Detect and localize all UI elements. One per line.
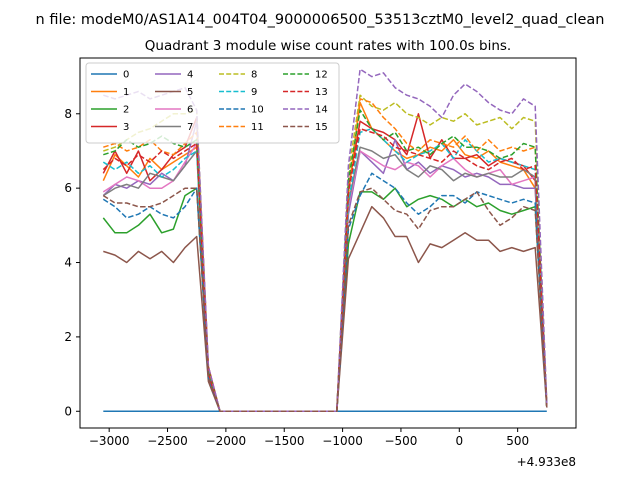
series-line-7	[102, 146, 548, 413]
legend-label-7: 7	[187, 122, 193, 133]
plot-frame	[79, 57, 577, 429]
legend-label-11: 11	[251, 122, 264, 133]
series-line-3	[102, 113, 548, 413]
x-tick-label: −1000	[322, 434, 363, 448]
series-line-9	[102, 127, 548, 413]
legend-label-9: 9	[251, 87, 257, 98]
legend-label-10: 10	[251, 105, 264, 116]
legend-label-4: 4	[187, 70, 193, 81]
y-tick-label: 4	[64, 256, 72, 270]
series-line-6	[102, 142, 548, 413]
chart-title: Quadrant 3 module wise count rates with …	[145, 38, 511, 54]
x-tick-label: −500	[384, 434, 417, 448]
x-tick-label: −2500	[147, 434, 188, 448]
legend-label-12: 12	[315, 70, 328, 81]
x-tick-label: −1500	[264, 434, 305, 448]
x-tick-label: 0	[455, 434, 463, 448]
legend-label-0: 0	[123, 70, 129, 81]
series-line-11	[103, 98, 548, 413]
legend-label-13: 13	[315, 87, 328, 98]
y-tick-label: 6	[64, 181, 72, 195]
x-offset-label: +4.933e8	[517, 455, 576, 469]
y-tick-label: 2	[64, 330, 72, 344]
legend-label-2: 2	[123, 105, 129, 116]
legend-label-1: 1	[123, 87, 129, 98]
y-tick-label: 8	[64, 107, 72, 121]
x-tick-label: 500	[506, 434, 529, 448]
legend-label-3: 3	[123, 122, 129, 133]
legend-label-8: 8	[251, 70, 257, 81]
legend-label-6: 6	[187, 105, 193, 116]
x-tick-label: −3000	[89, 434, 130, 448]
series-line-15	[102, 187, 548, 413]
series-line-1	[102, 101, 548, 413]
y-tick-label: 0	[64, 404, 72, 418]
legend-label-5: 5	[187, 87, 193, 98]
legend-label-14: 14	[315, 105, 328, 116]
series-line-5	[103, 205, 548, 413]
suptitle: n file: modeM0/AS1A14_004T04_9000006500_…	[36, 12, 605, 28]
legend-label-15: 15	[315, 122, 328, 133]
x-tick-label: −2000	[206, 434, 247, 448]
axes-ticks: −3000 −2500 −2000 −1500 −1000 −500 0 500 0 2 4 6 8	[64, 107, 529, 448]
series-line-10	[102, 172, 548, 413]
legend-frame	[85, 62, 340, 144]
series-line-2	[102, 187, 548, 413]
